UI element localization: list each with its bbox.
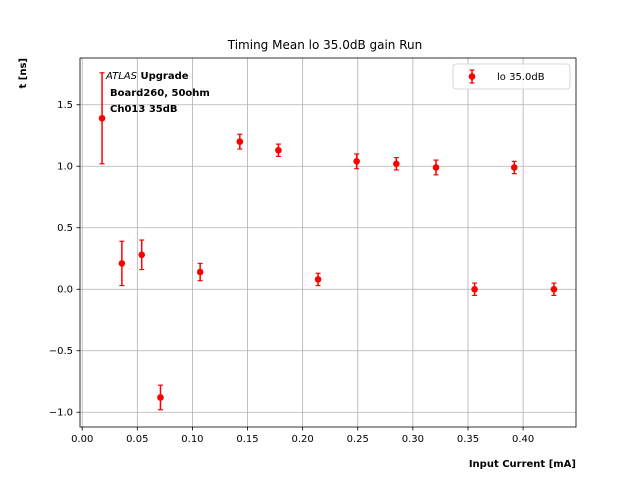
data-point-0-3 (157, 394, 164, 401)
data-point-0-8 (353, 158, 360, 165)
data-point-0-0 (98, 114, 106, 122)
data-series (98, 72, 558, 411)
ticks: 0.00 0.05 0.10 0.15 0.20 0.25 0.30 0.35 0.40 −1.0… (49, 100, 535, 445)
annotation: ATLAS Upgrade Board260, 50ohm Ch013 35dB (105, 71, 210, 115)
data-point-0-13 (550, 285, 558, 293)
data-point-0-5 (236, 138, 244, 145)
x-tick-label-4: 0.20 (292, 434, 314, 445)
data-point-0-4 (196, 268, 204, 276)
x-tick-label-0: 0.00 (71, 434, 93, 445)
annotation-upgrade: Upgrade (140, 71, 188, 82)
x-tick-label-1: 0.05 (126, 434, 148, 445)
annotation-line1: ATLAS Upgrade (105, 71, 189, 82)
y-tick-label-1: −0.5 (49, 346, 73, 357)
y-tick-label-4: 1.0 (57, 162, 73, 173)
x-tick-label-7: 0.35 (457, 434, 479, 445)
annotation-line3: Ch013 35dB (110, 104, 178, 115)
x-tick-label-5: 0.25 (347, 434, 369, 445)
data-point-0-2 (138, 251, 146, 259)
data-point-0-7 (314, 276, 322, 283)
data-point-0-1 (118, 260, 126, 267)
data-point-0-11 (471, 285, 478, 293)
y-tick-label-0: −1.0 (49, 408, 73, 419)
legend-box (452, 63, 571, 90)
legend-marker (468, 73, 476, 80)
y-axis-label: t [ns] (18, 58, 29, 88)
x-axis-label: Input Current [mA] (469, 459, 576, 470)
plot-frame (79, 57, 577, 428)
y-tick-label-2: 0.0 (57, 285, 73, 296)
x-tick-label-3: 0.15 (236, 434, 258, 445)
data-point-0-12 (510, 164, 518, 171)
x-tick-label-2: 0.10 (181, 434, 203, 445)
annotation-line2: Board260, 50ohm (110, 88, 210, 99)
grid (80, 58, 576, 427)
chart-title: Timing Mean lo 35.0dB gain Run (227, 38, 422, 52)
data-point-0-6 (275, 146, 282, 154)
legend: lo 35.0dB (452, 63, 571, 90)
x-tick-label-8: 0.40 (512, 434, 534, 445)
annotation-atlas: ATLAS (105, 71, 138, 82)
y-tick-label-5: 1.5 (57, 100, 73, 111)
data-point-0-10 (432, 164, 440, 171)
legend-label: lo 35.0dB (497, 72, 545, 83)
x-tick-label-6: 0.30 (402, 434, 424, 445)
data-point-0-9 (393, 160, 400, 168)
y-tick-label-3: 0.5 (57, 223, 73, 234)
